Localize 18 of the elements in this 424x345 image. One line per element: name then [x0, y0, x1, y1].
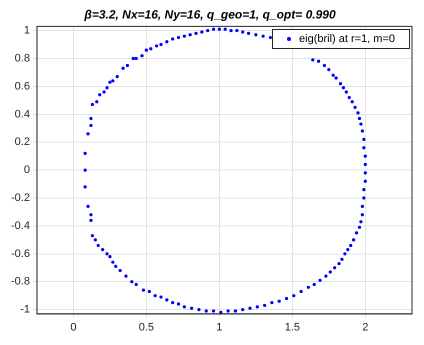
x-tick-label: 1.5 — [284, 321, 300, 334]
y-tick-label: 0 — [24, 164, 30, 176]
y-tick-label: 1 — [24, 24, 30, 37]
chart-title: β=3.2, Nx=16, Ny=16, q_geo=1, q_opt= 0.990 — [83, 8, 336, 22]
y-tick-label: 0.4 — [14, 108, 30, 120]
y-tick-label: -0.4 — [10, 220, 30, 232]
y-tick-label: 0.6 — [14, 80, 30, 92]
x-tick-label: 2 — [362, 321, 368, 334]
x-tick-label: 0 — [70, 321, 76, 334]
x-tick-label: 0.5 — [138, 321, 154, 334]
y-tick-label: 0.8 — [14, 52, 30, 65]
y-tick-label: -0.8 — [10, 276, 30, 288]
y-tick-label: 0.2 — [14, 136, 30, 148]
legend-label: eig(bril) at r=1, m=0 — [299, 33, 395, 45]
y-tick-label: -0.2 — [10, 192, 30, 204]
y-tick-label: -1 — [20, 304, 30, 316]
x-tick-label: 1 — [216, 321, 222, 334]
y-tick-label: -0.6 — [10, 248, 30, 260]
